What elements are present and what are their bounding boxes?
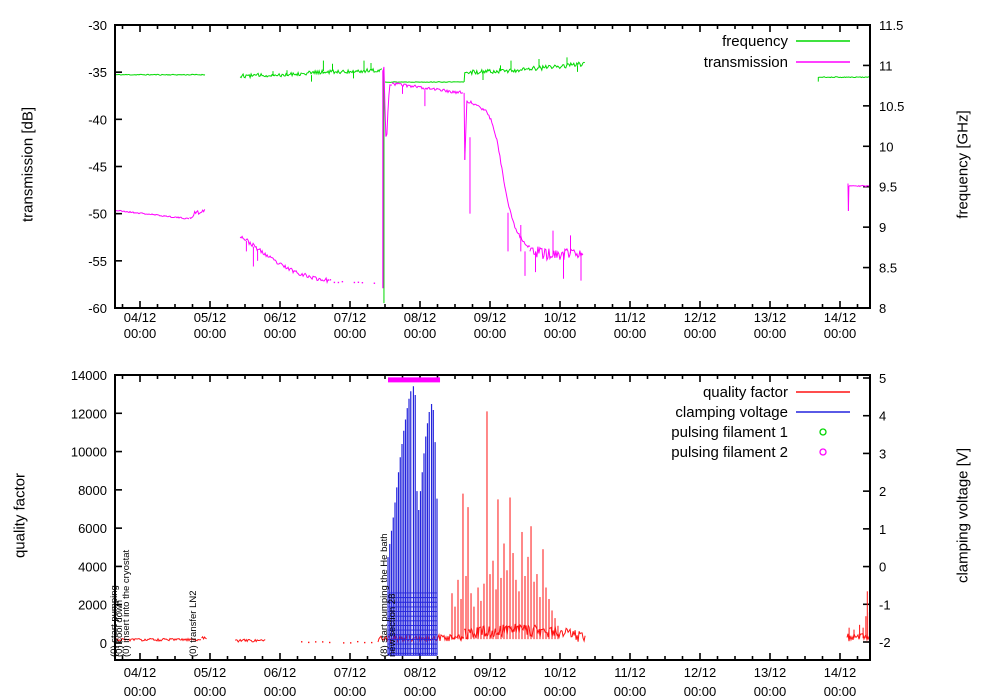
series-quality-factor bbox=[114, 411, 871, 644]
top-chart-x-label-date: 08/12 bbox=[404, 310, 437, 325]
top-chart-yr-tick: 9 bbox=[879, 220, 886, 235]
bottom-chart: 0 2000 4000 6000 8000 10000 12000 14000 5 4 3 2 1 0 -1… bbox=[71, 368, 891, 699]
bottom-chart-yl-tick: 6000 bbox=[78, 521, 107, 536]
bottom-chart-x-label-time: 00:00 bbox=[824, 684, 857, 699]
bottom-chart-yl-tick: 14000 bbox=[71, 368, 107, 383]
top-chart-x-label-date: 09/12 bbox=[474, 310, 507, 325]
top-chart-yr-tick: 8.5 bbox=[879, 261, 897, 276]
top-chart-yr-tick: 10.5 bbox=[879, 99, 904, 114]
event-annotation: (0) insert into the cryostat bbox=[121, 549, 132, 657]
top-chart-x-label-time: 00:00 bbox=[474, 326, 507, 341]
top-chart-frame bbox=[114, 24, 871, 309]
legend-circle-marker bbox=[819, 428, 827, 436]
bottom-chart-x-label-time: 00:00 bbox=[194, 684, 227, 699]
legend-circle-marker bbox=[819, 448, 827, 456]
legend-label: transmission bbox=[704, 54, 788, 71]
top-chart-x-label-time: 00:00 bbox=[754, 326, 787, 341]
top-chart-yl-tick: -55 bbox=[88, 254, 107, 269]
bottom-chart-x-label-time: 00:00 bbox=[474, 684, 507, 699]
event-annotation: (0) transfer LN2 bbox=[188, 590, 199, 657]
top-chart-yr-tick: 9.5 bbox=[879, 180, 897, 195]
bottom-chart-yr-tick: 5 bbox=[879, 371, 886, 386]
bottom-chart-yr-tick: 4 bbox=[879, 409, 886, 424]
top-chart-yr-tick: 10 bbox=[879, 139, 893, 154]
top-chart-x-label-date: 07/12 bbox=[334, 310, 367, 325]
bottom-chart-x-label-date: 04/12 bbox=[124, 665, 157, 680]
bottom-chart-yl-tick: 2000 bbox=[78, 598, 107, 613]
series-clamping-voltage bbox=[387, 386, 438, 656]
bottom-chart-x-label-date: 10/12 bbox=[544, 665, 577, 680]
top-chart: -30 -35 -40 -45 -50 -55 -60 11.5 11 10.5 10 9.5 9 8.5… bbox=[88, 18, 904, 341]
top-chart-x-label-date: 06/12 bbox=[264, 310, 297, 325]
top-chart-yl-tick: -40 bbox=[88, 112, 107, 127]
bottom-chart-yl-tick: 12000 bbox=[71, 406, 107, 421]
event-annotation: (8) start pumping the He bath bbox=[379, 533, 390, 657]
bottom-chart-x-label-date: 05/12 bbox=[194, 665, 227, 680]
bottom-chart-yr-tick: 2 bbox=[879, 484, 886, 499]
top-chart-x-label-time: 00:00 bbox=[124, 326, 157, 341]
bottom-chart-x-label-time: 00:00 bbox=[544, 684, 577, 699]
bottom-chart-yr-tick: -2 bbox=[879, 635, 891, 650]
legend-label: quality factor bbox=[703, 384, 788, 401]
bottom-chart-x-label-time: 00:00 bbox=[264, 684, 297, 699]
legend-label: frequency bbox=[722, 33, 788, 50]
top-chart-x-label-time: 00:00 bbox=[334, 326, 367, 341]
bottom-chart-yl-tick: 10000 bbox=[71, 445, 107, 460]
bottom-chart-x-label-date: 11/12 bbox=[614, 665, 646, 680]
bottom-chart-x-label-time: 00:00 bbox=[754, 684, 787, 699]
bottom-chart-x-label-time: 00:00 bbox=[334, 684, 367, 699]
legend-label: clamping voltage bbox=[675, 404, 788, 421]
top-chart-yr-tick: 8 bbox=[879, 301, 886, 316]
top-chart-yl-tick: -50 bbox=[88, 207, 107, 222]
top-chart-x-label-time: 00:00 bbox=[614, 326, 647, 341]
bottom-chart-x-label-date: 07/12 bbox=[334, 665, 367, 680]
bottom-chart-yr-tick: 1 bbox=[879, 522, 886, 537]
legend-label: pulsing filament 2 bbox=[671, 444, 788, 461]
bottom-chart-x-label-time: 00:00 bbox=[614, 684, 647, 699]
top-chart-x-label-date: 11/12 bbox=[614, 310, 646, 325]
bottom-chart-yr-tick: 0 bbox=[879, 560, 886, 575]
top-chart-x-label-date: 14/12 bbox=[824, 310, 857, 325]
event-annotation: new section 28 bbox=[387, 594, 398, 657]
bottom-chart-x-label-date: 09/12 bbox=[474, 665, 507, 680]
series-frequency bbox=[115, 57, 870, 304]
top-chart-x-label-date: 10/12 bbox=[544, 310, 577, 325]
top-chart-yr-tick: 11.5 bbox=[879, 18, 903, 33]
bottom-chart-x-label-time: 00:00 bbox=[684, 684, 717, 699]
top-chart-yl-tick: -35 bbox=[88, 65, 107, 80]
bottom-chart-yl-tick: 8000 bbox=[78, 483, 107, 498]
top-chart-x-label-time: 00:00 bbox=[264, 326, 297, 341]
top-chart-x-label-date: 13/12 bbox=[754, 310, 787, 325]
bottom-chart-x-label-date: 14/12 bbox=[824, 665, 857, 680]
top-chart-yl-tick: -45 bbox=[88, 160, 107, 175]
bottom-chart-x-label-date: 08/12 bbox=[404, 665, 437, 680]
bottom-chart-frame bbox=[114, 374, 871, 661]
top-chart-x-label-date: 04/12 bbox=[124, 310, 157, 325]
series-transmission bbox=[114, 66, 871, 289]
top-chart-yl-tick: -30 bbox=[88, 18, 107, 33]
bottom-chart-x-label-date: 13/12 bbox=[754, 665, 787, 680]
bottom-chart-yl-tick: 4000 bbox=[78, 559, 107, 574]
top-chart-x-label-time: 00:00 bbox=[824, 326, 857, 341]
top-chart-yl-tick: -60 bbox=[88, 301, 107, 316]
bottom-chart-yr-tick: -1 bbox=[879, 597, 891, 612]
legend-label: pulsing filament 1 bbox=[671, 424, 788, 441]
top-chart-x-label-time: 00:00 bbox=[684, 326, 717, 341]
bottom-chart-yl-tick: 0 bbox=[100, 636, 107, 651]
top-chart-x-label-date: 12/12 bbox=[684, 310, 717, 325]
bottom-chart-x-label-time: 00:00 bbox=[404, 684, 437, 699]
top-chart-yr-tick: 11 bbox=[879, 58, 893, 73]
top-chart-x-label-time: 00:00 bbox=[544, 326, 577, 341]
top-chart-x-label-time: 00:00 bbox=[194, 326, 227, 341]
top-chart-x-label-date: 05/12 bbox=[194, 310, 227, 325]
bottom-chart-yr-tick: 3 bbox=[879, 446, 886, 461]
event-annotation: (0) cool down bbox=[114, 600, 125, 657]
bottom-chart-x-label-time: 00:00 bbox=[124, 684, 157, 699]
bottom-chart-x-label-date: 12/12 bbox=[684, 665, 717, 680]
bottom-chart-x-label-date: 06/12 bbox=[264, 665, 297, 680]
top-chart-x-label-time: 00:00 bbox=[404, 326, 437, 341]
